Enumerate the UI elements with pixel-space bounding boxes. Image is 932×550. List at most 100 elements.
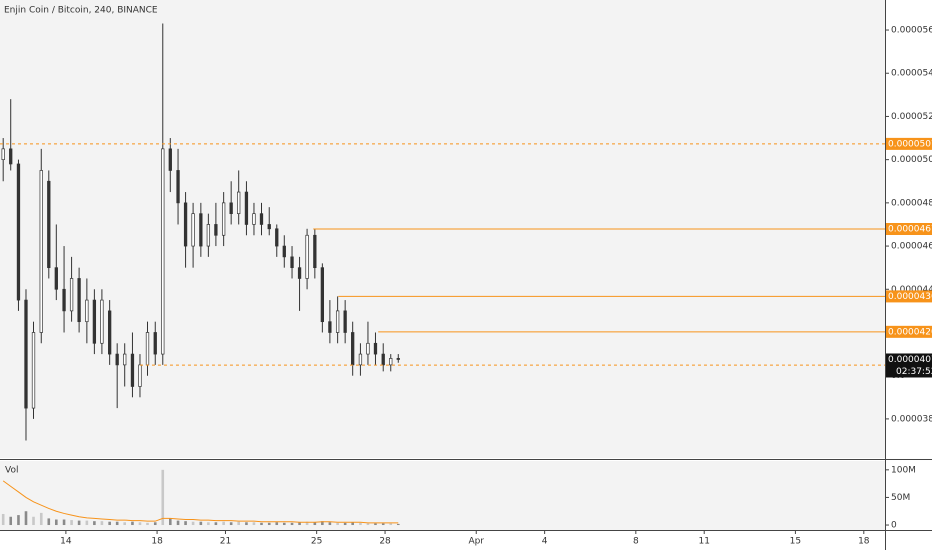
volume-bar	[184, 521, 187, 526]
volume-bar	[389, 523, 393, 526]
candle-body	[389, 358, 393, 366]
candle-body	[145, 332, 150, 366]
x-tick-label: 18	[858, 537, 870, 547]
chart-title: Enjin Coin / Bitcoin, 240, BINANCE	[4, 6, 158, 16]
volume-bar	[161, 469, 165, 526]
volume-bar	[191, 521, 195, 526]
volume-bar	[47, 518, 51, 526]
candle-body	[237, 191, 241, 215]
volume-bar	[55, 519, 58, 526]
x-tick-label: 28	[379, 537, 391, 547]
volume-bar	[138, 522, 142, 526]
volume-bar	[305, 521, 309, 526]
volume-tick-label: 0	[891, 521, 897, 531]
candle-body	[176, 170, 180, 204]
volume-tick-label: 50M	[891, 493, 910, 503]
candle-body	[373, 342, 378, 355]
volume-bar	[131, 521, 134, 526]
volume-bar	[9, 516, 13, 526]
candle-body	[206, 224, 211, 247]
level-price-label: 0.00004203	[888, 327, 932, 337]
last-price-label: 0.00004075	[888, 355, 932, 365]
candle-body	[199, 213, 203, 247]
x-tick-label: 8	[633, 537, 639, 547]
candle-body	[1, 148, 5, 161]
y-tick-label: 0.00003800	[891, 414, 932, 424]
x-tick-label: Apr	[468, 537, 484, 547]
level-price-box	[886, 223, 932, 235]
volume-tick-label: 100M	[891, 465, 916, 475]
candle-body	[214, 224, 218, 236]
volume-bar	[321, 521, 324, 526]
candle-body	[62, 288, 66, 312]
candle-body	[290, 256, 294, 269]
volume-bar	[39, 512, 43, 526]
candle-body	[229, 202, 233, 215]
y-tick-label: 0.00005200	[891, 112, 932, 122]
candle-body	[130, 353, 135, 387]
volume-bar	[222, 521, 225, 526]
volume-bar	[93, 521, 96, 526]
candle-body	[54, 267, 58, 290]
candle-body	[335, 310, 340, 333]
candle-body	[313, 234, 317, 269]
candle-body	[328, 321, 332, 333]
candle-body	[381, 353, 385, 366]
candle-body	[168, 148, 172, 171]
candle-body	[244, 191, 249, 225]
level-price-box	[886, 325, 932, 338]
y-tick-label: 0.00005600	[891, 26, 932, 36]
volume-bar	[62, 519, 66, 526]
countdown-label: 02:37:52	[896, 367, 932, 377]
x-tick-label: 25	[311, 537, 322, 547]
candle-body	[24, 299, 28, 409]
volume-bar	[207, 522, 210, 526]
volume-bar	[24, 511, 28, 526]
volume-bar	[70, 520, 73, 526]
volume-bar	[146, 522, 149, 526]
candle-body	[85, 299, 89, 323]
level-price-box	[886, 290, 932, 303]
volume-bar	[115, 521, 119, 526]
candle-body	[275, 228, 279, 247]
volume-bar	[267, 522, 271, 526]
candle-body	[138, 364, 142, 387]
volume-bar	[77, 520, 81, 526]
volume-bar	[168, 518, 172, 526]
candle-body	[39, 170, 43, 333]
candle-body	[221, 202, 226, 236]
level-price-label: 0.00004367	[888, 292, 932, 302]
x-tick-label: 14	[60, 537, 72, 547]
candle-body	[9, 148, 13, 165]
volume-bar	[229, 522, 233, 526]
volume-bar	[313, 522, 317, 526]
candle-body	[47, 180, 51, 269]
volume-bar	[290, 522, 294, 526]
candle-body	[305, 234, 309, 279]
x-tick-label: 4	[542, 537, 548, 547]
volume-bar	[336, 522, 339, 526]
volume-bar	[374, 523, 377, 526]
volume-bar	[359, 522, 362, 526]
y-tick-label: 0.00005400	[891, 69, 932, 79]
volume-bar	[252, 522, 256, 526]
volume-bar	[176, 520, 180, 526]
candle-body	[320, 267, 325, 323]
candle-body	[259, 213, 264, 225]
candle-body	[267, 224, 271, 230]
level-price-label: 0.00004679	[888, 225, 932, 235]
candle-body	[351, 332, 355, 366]
candle-body	[358, 353, 363, 366]
x-tick-label: 11	[698, 537, 709, 547]
candle-body	[366, 342, 370, 355]
candle-body	[161, 148, 165, 355]
volume-bar	[85, 520, 89, 526]
candle-body	[191, 213, 195, 247]
y-tick-label: 0.00004400	[891, 285, 932, 295]
last-price-box	[886, 353, 932, 378]
x-tick-label: 18	[151, 537, 163, 547]
volume-bar	[214, 522, 218, 526]
volume-bar	[199, 521, 203, 526]
volume-pane	[0, 461, 885, 530]
volume-bar	[100, 521, 104, 526]
